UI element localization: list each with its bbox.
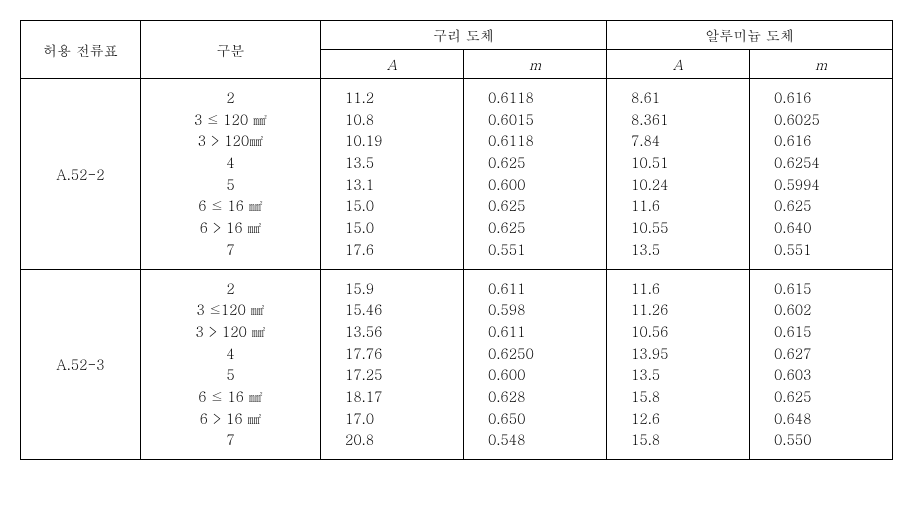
header-aluminium-group: 알루미늄 도체 (607, 21, 893, 50)
table-row: A.52-223 ≤ 120 ㎟3 > 120㎟456 ≤ 16 ㎟6 > 16… (21, 79, 893, 270)
cell-copper-m: 0.61180.60150.61180.6250.6000.6250.6250.… (464, 79, 607, 270)
header-aluminium-m: m (750, 50, 893, 79)
cell-table-id: A.52-2 (21, 79, 141, 270)
table-row: A.52-323 ≤120 ㎟3 > 120 ㎟456 ≤ 16 ㎟6 > 16… (21, 269, 893, 460)
header-copper-A: A (321, 50, 464, 79)
cell-aluminium-m: 0.6150.6020.6150.6270.6030.6250.6480.550 (750, 269, 893, 460)
header-table-id: 허용 전류표 (21, 21, 141, 79)
cell-category: 23 ≤ 120 ㎟3 > 120㎟456 ≤ 16 ㎟6 > 16 ㎟7 (141, 79, 321, 270)
table-body: A.52-223 ≤ 120 ㎟3 > 120㎟456 ≤ 16 ㎟6 > 16… (21, 79, 893, 460)
header-category: 구분 (141, 21, 321, 79)
cell-table-id: A.52-3 (21, 269, 141, 460)
cell-copper-m: 0.6110.5980.6110.62500.6000.6280.6500.54… (464, 269, 607, 460)
cell-aluminium-m: 0.6160.60250.6160.62540.59940.6250.6400.… (750, 79, 893, 270)
cell-aluminium-A: 11.611.2610.5613.9513.515.812.615.8 (607, 269, 750, 460)
header-copper-m: m (464, 50, 607, 79)
cell-copper-A: 15.915.4613.5617.7617.2518.1717.020.8 (321, 269, 464, 460)
header-aluminium-A: A (607, 50, 750, 79)
cell-copper-A: 11.210.810.1913.513.115.015.017.6 (321, 79, 464, 270)
cell-aluminium-A: 8.618.3617.8410.5110.2411.610.5513.5 (607, 79, 750, 270)
cell-category: 23 ≤120 ㎟3 > 120 ㎟456 ≤ 16 ㎟6 > 16 ㎟7 (141, 269, 321, 460)
header-copper-group: 구리 도체 (321, 21, 607, 50)
current-capacity-table: 허용 전류표 구분 구리 도체 알루미늄 도체 A m A m A.52-223… (20, 20, 893, 460)
